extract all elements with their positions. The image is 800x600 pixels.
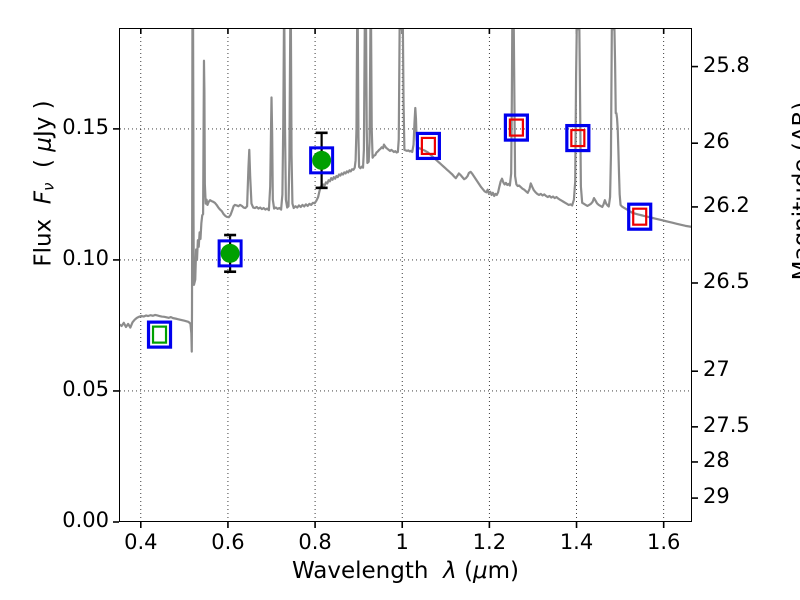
x-tick-label-3: 1 [395, 530, 409, 554]
x-axis-title: Wavelength λ (μm) [119, 558, 692, 584]
x-axis-title-prefix: Wavelength [291, 558, 429, 584]
flux-symbol: F [30, 190, 57, 205]
y-right-tick-label-6: 28 [703, 447, 730, 472]
x-tick-label-1: 0.6 [211, 530, 245, 554]
x-tick-label-2: 0.8 [298, 530, 332, 554]
lambda-symbol: λ [443, 558, 457, 584]
y-right-tick-label-0: 25.8 [703, 52, 750, 77]
plot-area [119, 28, 692, 522]
x-tick-label-0: 0.4 [124, 530, 158, 554]
x-tick-label-6: 1.6 [646, 530, 681, 554]
y-right-tick-label-7: 29 [703, 484, 730, 509]
y-left-tick-label-1: 0.05 [62, 376, 109, 401]
x-tick-label-4: 1.2 [472, 530, 507, 554]
y-left-axis-units: ( μJy ) [30, 100, 57, 183]
y-left-tick-label-3: 0.15 [62, 114, 109, 139]
y-left-tick-label-2: 0.10 [62, 245, 109, 270]
y-right-axis-title: Magnitude (AB) [789, 101, 800, 281]
x-axis-units: (μm) [464, 558, 520, 584]
y-left-axis-title: Flux Fν ( μJy ) [31, 54, 58, 314]
y-right-tick-label-4: 27 [703, 357, 730, 382]
y-right-tick-label-3: 26.5 [703, 268, 750, 293]
flux-subscript-nu: ν [39, 182, 58, 191]
x-tick-label-5: 1.4 [559, 530, 594, 554]
y-right-tick-label-5: 27.5 [703, 412, 750, 437]
y-right-tick-label-2: 26.2 [703, 192, 750, 217]
y-right-tick-label-1: 26 [703, 129, 730, 154]
y-left-tick-label-0: 0.00 [62, 508, 109, 532]
